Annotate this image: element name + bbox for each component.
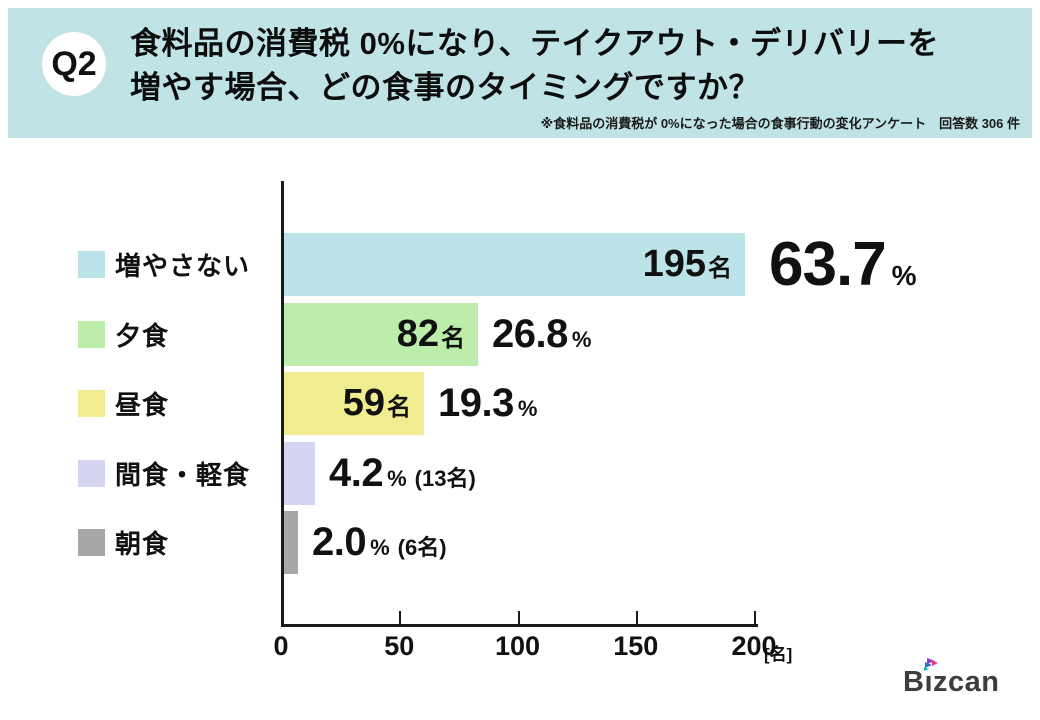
chart-title-line2: 増やす場合、どの食事のタイミングですか？ [130,70,760,106]
survey-note: ※食料品の消費税が 0%になった場合の食事行動の変化アンケート 回答数 306 … [540,116,1020,131]
legend-item: 朝食 [78,524,284,561]
legend-item: 夕食 [78,316,284,353]
legend-label: 増やさない [115,251,251,281]
bar [284,511,298,574]
bar-count-number: 59 [342,382,385,424]
axis-tick-label: 100 [494,631,541,661]
axis-tick-label: 200 [731,631,777,661]
question-number-badge: Q2 [42,32,106,96]
bar-count-parenthetical: (13名) [414,466,476,491]
bar-count-unit: 名 [708,255,732,282]
legend-item: 増やさない [78,246,284,283]
legend-swatch [78,529,105,556]
chart-row: 増やさない 195 名 63.7 % [78,230,917,299]
legend-label: 夕食 [115,321,170,351]
legend-swatch [78,251,105,278]
percent-sign: % [387,466,407,491]
bizcan-logo-mark-icon [924,658,938,671]
legend-swatch [78,321,105,348]
bar-percent-label: 19.3 % [438,381,537,426]
legend-label: 間食・軽食 [115,460,251,490]
bar-percent-number: 19.3 [438,381,514,425]
bar-percent-number: 26.8 [492,312,568,356]
bar-percent-number: 4.2 [329,451,384,495]
bar: 82 名 [284,303,478,366]
bar-count-unit: 名 [387,394,411,421]
bar-count-parenthetical: (6名) [397,535,447,560]
legend-swatch [78,460,105,487]
chart-title: 食料品の消費税 0%になり、テイクアウト・デリバリーを 増やす場合、どの食事のタ… [130,22,939,110]
bar: 59 名 [284,372,424,435]
percent-sign: % [891,260,917,291]
legend-swatch [78,390,105,417]
bar-count-number: 82 [396,313,439,355]
chart-row: 朝食 2.0 % (6名) [78,511,447,574]
bar-percent-label: 63.7 % [769,229,917,300]
bizcan-logo-text: Bızcan [903,666,1000,698]
percent-sign: % [571,327,592,352]
percent-sign: % [370,535,390,560]
bar: 195 名 [284,233,745,296]
bar-percent-label: 2.0 % (6名) [312,520,447,565]
bar-percent-number: 2.0 [312,520,367,564]
axis-tick-label: 150 [613,631,659,661]
axis-tick-label: 50 [384,631,415,661]
bar-count-unit: 名 [441,325,465,352]
bar-count-label: 82 名 [397,313,478,356]
chart-title-line1: 食料品の消費税 0%になり、テイクアウト・デリバリーを [130,26,940,61]
bar-percent-label: 26.8 % [492,312,591,357]
header-band: Q2 食料品の消費税 0%になり、テイクアウト・デリバリーを 増やす場合、どの食… [8,8,1032,138]
axis-tick [635,611,638,624]
axis-tick [399,611,402,624]
y-axis [281,181,284,627]
legend-item: 昼食 [78,385,284,422]
bar-count-label: 195 名 [643,243,745,286]
chart-row: 間食・軽食 4.2 % (13名) [78,442,476,505]
legend-label: 朝食 [115,529,170,559]
axis-tick [517,611,520,624]
percent-sign: % [517,396,538,421]
axis-unit-label: [名] [764,645,793,664]
bar [284,442,315,505]
bizcan-logo: Bızcan [903,658,1000,699]
bar-percent-number: 63.7 [769,230,887,299]
axis-tick-label: 0 [273,631,289,661]
chart-row: 昼食 59 名 19.3 % [78,372,537,435]
legend-label: 昼食 [115,390,170,420]
chart-row: 夕食 82 名 26.8 % [78,303,591,366]
bar-count-label: 59 名 [343,382,424,425]
bar-percent-label: 4.2 % (13名) [329,451,476,496]
axis-tick [754,611,756,624]
x-axis [281,624,758,627]
bar-count-number: 195 [642,243,706,285]
legend-item: 間食・軽食 [78,455,284,492]
